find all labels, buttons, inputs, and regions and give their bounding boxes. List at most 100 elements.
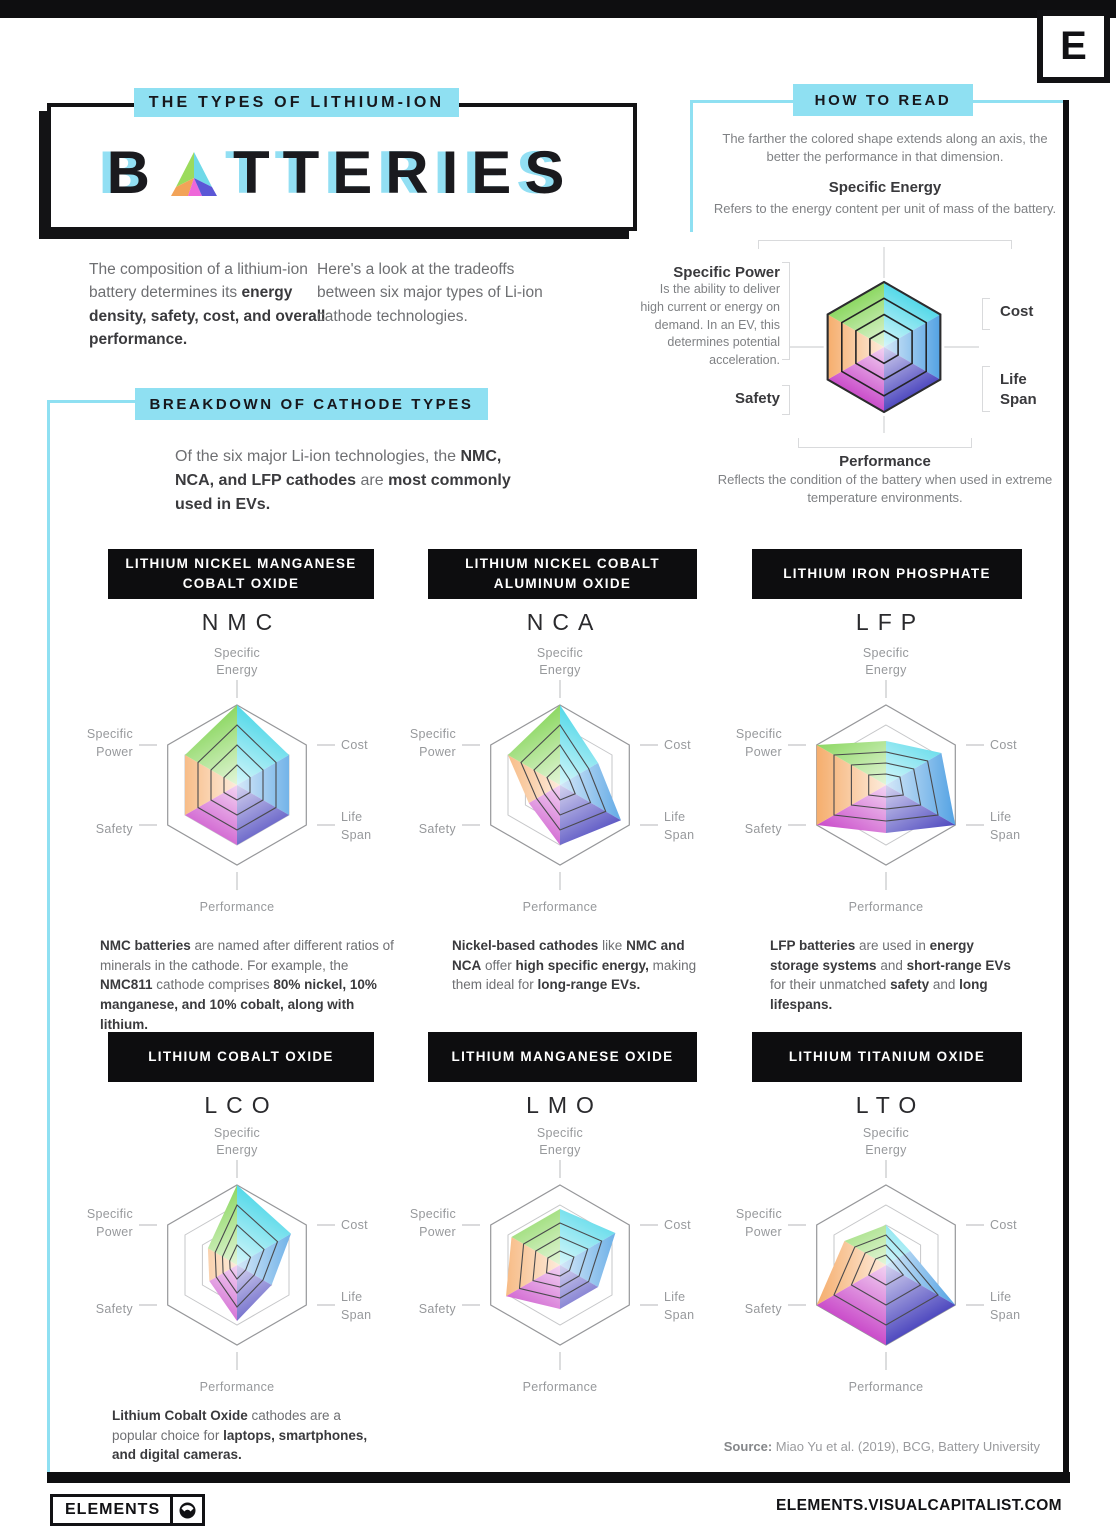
text-segment: are xyxy=(356,472,389,489)
radar-outer-hexagon xyxy=(490,1184,630,1346)
header-lmo: LITHIUM MANGANESE OXIDE xyxy=(428,1032,697,1082)
source-label: Source: xyxy=(723,1439,773,1454)
description-nmc: NMC batteries are named after different … xyxy=(100,936,400,1035)
prism-triangle-icon xyxy=(170,152,217,196)
cyan-connector-right-h xyxy=(973,100,1063,103)
text-segment: are named after different ratios of mine… xyxy=(100,938,394,973)
axis-label-performance: Performance xyxy=(523,1380,598,1394)
text-bold-segment: laptops, smartphones, and digital camera… xyxy=(112,1427,368,1463)
axis-label-cost: Cost xyxy=(990,738,1017,752)
batteries-logotype: B TTERIES xyxy=(107,138,578,207)
radar-sector-5 xyxy=(844,1225,886,1265)
radar-ring-dark xyxy=(221,1224,265,1294)
annotation-safety-title: Safety xyxy=(734,390,780,407)
source-line: Source: Miao Yu et al. (2019), BCG, Batt… xyxy=(640,1439,1040,1454)
axis-label-safety: Safety xyxy=(96,1302,134,1316)
radar-svg-nca: Specific Energy Cost Life Span Performance Saf… xyxy=(410,646,694,914)
axis-label-life-span: Span xyxy=(664,828,694,842)
axis-label-safety: Safety xyxy=(419,822,457,836)
radar-ring-dark xyxy=(546,764,576,801)
how-to-read-radar-chart xyxy=(774,237,994,457)
radar-sector-3 xyxy=(506,1265,560,1309)
breakdown-banner: BREAKDOWN OF CATHODE TYPES xyxy=(135,388,488,420)
radar-ring-dark xyxy=(532,1236,589,1288)
bottom-bar xyxy=(47,1472,1070,1483)
radar-sector-0 xyxy=(886,1225,911,1265)
radar-sector-5 xyxy=(185,705,237,785)
acronym-nca: NCA xyxy=(526,609,603,635)
text-bold-segment: short-range EVs xyxy=(906,957,1011,973)
axis-label-specific-power: Specific xyxy=(410,727,456,741)
annotation-performance-title: Performance xyxy=(839,453,931,470)
radar-svg-nmc: Specific Energy Cost Life Span Performance Saf… xyxy=(87,646,371,914)
radar-sector-5 xyxy=(816,741,886,785)
axis-label-life-span: Life xyxy=(990,1290,1011,1304)
axis-label-life-span: Life xyxy=(664,1290,685,1304)
axis-label-performance: Performance xyxy=(849,1380,924,1394)
text-bold-segment: Nickel-based cathodes xyxy=(452,938,599,953)
radar-ring-dark xyxy=(855,313,913,381)
annotation-specific-energy-desc: Refers to the energy content per unit of… xyxy=(713,201,1057,216)
radar-svg-lco: Specific Energy Cost Life Span Performance Saf… xyxy=(87,1126,371,1394)
header-nca: LITHIUM NICKEL COBALT ALUMINUM OXIDE xyxy=(428,549,697,599)
axis-label-specific-power: Power xyxy=(96,1225,133,1239)
text-segment: The composition of a lithium-ion battery… xyxy=(89,261,308,302)
radar-sector-0 xyxy=(886,741,942,785)
text-bold-segment: Lithium Cobalt Oxide xyxy=(112,1408,248,1423)
text-bold-segment: NMC811 xyxy=(100,977,153,993)
radar-ring-dark xyxy=(833,751,939,822)
radar-sector-3 xyxy=(816,785,886,833)
acronym-lco: LCO xyxy=(204,1092,279,1118)
radar-sector-0 xyxy=(237,705,289,785)
radar-sector-2 xyxy=(237,1265,272,1321)
radar-outer-hexagon xyxy=(167,1184,307,1346)
description-lfp: LFP batteries are used in energy storage… xyxy=(770,936,1020,1015)
top-bar xyxy=(0,0,1116,18)
visual-capitalist-logo-icon xyxy=(170,1497,202,1523)
radar-svg-lmo: Specific Energy Cost Life Span Performance Saf… xyxy=(410,1126,694,1394)
axis-label-life-span: Span xyxy=(990,828,1020,842)
axis-label-specific-power: Power xyxy=(745,1225,782,1239)
footer-site-url: ELEMENTS.VISUALCAPITALIST.COM xyxy=(775,1497,1062,1514)
axis-label-specific-energy: Specific xyxy=(863,646,909,660)
text-bold-segment: energy density, safety, cost, and overal… xyxy=(89,284,326,348)
elements-logo-box: ELEMENTS xyxy=(50,1494,206,1526)
text-segment: cathodes are a popular choice for xyxy=(112,1408,341,1443)
radar-ring-dark xyxy=(223,764,251,801)
radar-svg-howto xyxy=(789,247,979,433)
radar-sector-4 xyxy=(816,1241,886,1305)
header-lto: LITHIUM TITANIUM OXIDE xyxy=(752,1032,1022,1082)
kicker-text: THE TYPES OF LITHIUM-ION xyxy=(148,93,445,111)
axis-label-safety: Safety xyxy=(745,822,783,836)
radar-sector-5 xyxy=(508,705,560,785)
title-letter-b: B xyxy=(106,138,163,206)
radar-svg-lfp: Specific Energy Cost Life Span Performance Saf… xyxy=(736,646,1020,914)
annotation-performance-desc: Reflects the condition of the battery wh… xyxy=(717,472,1053,506)
acronym-lfp: LFP xyxy=(855,609,926,635)
axis-label-performance: Performance xyxy=(849,900,924,914)
text-segment: and xyxy=(876,957,907,973)
elements-e-logo: E xyxy=(1037,10,1110,83)
acronym-nmc: NMC xyxy=(201,609,282,635)
radar-ring-dark xyxy=(520,724,607,831)
axis-label-life-span: Life xyxy=(341,1290,362,1304)
axis-label-specific-energy: Energy xyxy=(216,663,258,677)
radar-ring-dark xyxy=(869,329,899,365)
text-segment: for their unmatched xyxy=(770,977,891,993)
radar-ring-dark xyxy=(833,1234,939,1326)
life-span-bracket xyxy=(982,366,990,412)
radar-chart-lco: Specific Energy Cost Life Span Performance Saf… xyxy=(72,1115,402,1415)
text-bold-segment: long lifespans. xyxy=(770,977,988,1013)
axis-label-performance: Performance xyxy=(200,900,275,914)
radar-chart-lfp: Specific Energy Cost Life Span Performance Saf… xyxy=(721,635,1051,935)
cost-bracket xyxy=(982,298,990,330)
radar-ring-dark xyxy=(210,744,264,816)
title-box: B TTERIES xyxy=(47,103,637,231)
radar-sector-5 xyxy=(207,1185,237,1265)
axis-label-specific-power: Specific xyxy=(736,1207,782,1221)
axis-label-specific-power: Power xyxy=(96,745,133,759)
text-segment: cathode comprises xyxy=(152,977,274,993)
intro-paragraph-left: The composition of a lithium-ion battery… xyxy=(89,258,341,351)
axis-label-life-span: Life xyxy=(664,810,685,824)
annotation-life-span-title: Life Span xyxy=(1000,371,1037,409)
